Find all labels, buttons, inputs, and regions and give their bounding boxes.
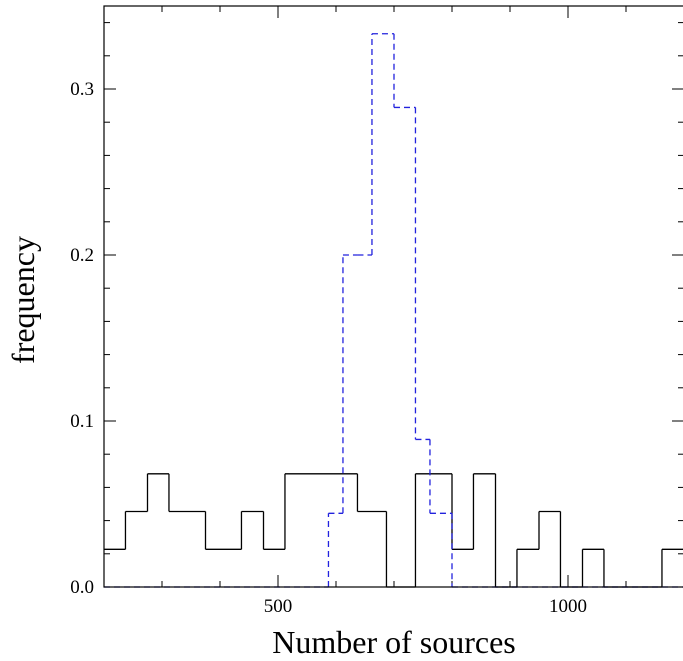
x-axis-title: Number of sources bbox=[272, 624, 515, 660]
series-layer bbox=[104, 34, 683, 587]
x-tick-label: 1000 bbox=[549, 596, 587, 617]
y-tick-label: 0.3 bbox=[70, 79, 94, 100]
plot-frame bbox=[104, 6, 683, 587]
solid-histogram-series bbox=[104, 474, 683, 587]
y-tick-label: 0.0 bbox=[70, 577, 94, 598]
axis-ticks bbox=[104, 6, 683, 587]
y-axis-title: frequency bbox=[5, 236, 41, 364]
y-tick-label: 0.2 bbox=[70, 245, 94, 266]
x-tick-label: 500 bbox=[264, 596, 293, 617]
y-tick-label: 0.1 bbox=[70, 411, 94, 432]
dashed-histogram-series bbox=[104, 34, 683, 587]
